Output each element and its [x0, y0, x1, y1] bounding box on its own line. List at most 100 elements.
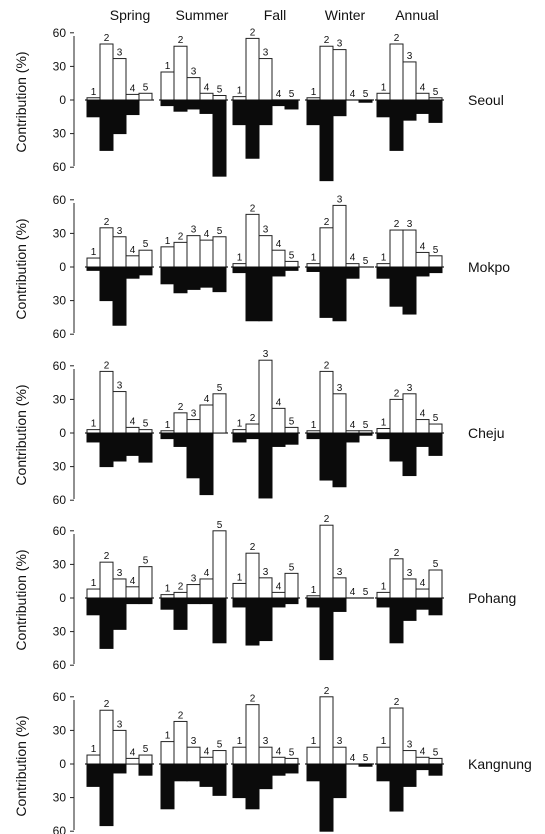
- bar-down-3: [112, 266, 127, 326]
- y-tick-label: 30: [53, 59, 67, 73]
- bar-up-4: [271, 591, 286, 599]
- bar-down-5: [284, 266, 299, 271]
- bar-up-1: [160, 71, 175, 101]
- bar-down-5: [138, 597, 153, 605]
- bar-up-2: [99, 709, 114, 765]
- bar-up-3: [186, 77, 201, 101]
- bar-up-2: [319, 370, 334, 434]
- bar-label-4: 4: [420, 82, 426, 93]
- bar-down-3: [402, 597, 417, 621]
- bar-down-4: [271, 99, 286, 107]
- bar-label-4: 4: [204, 394, 210, 405]
- bar-down-5: [358, 99, 373, 103]
- bar-up-5: [138, 249, 153, 268]
- y-tick-label: 0: [59, 260, 66, 274]
- y-tick-label: 60: [53, 327, 67, 341]
- bar-label-4: 4: [204, 746, 210, 757]
- bar-up-2: [245, 704, 260, 765]
- bar-down-3: [258, 597, 273, 642]
- bar-down-3: [402, 432, 417, 477]
- bar-up-4: [199, 239, 214, 268]
- bar-down-2: [245, 266, 260, 322]
- bar-down-2: [173, 763, 188, 782]
- bar-label-4: 4: [350, 420, 356, 431]
- bar-down-1: [160, 597, 175, 610]
- station-label: Cheju: [468, 425, 505, 441]
- bar-label-5: 5: [143, 419, 149, 430]
- season-group-fall: 1 2 345: [231, 542, 300, 646]
- bar-up-4: [271, 407, 286, 434]
- bar-label-5: 5: [363, 256, 369, 267]
- bar-up-4: [271, 249, 286, 268]
- bar-down-1: [376, 763, 391, 782]
- bar-label-4: 4: [276, 397, 282, 408]
- bar-down-5: [212, 763, 227, 796]
- bar-up-1: [232, 429, 247, 434]
- bar-label-5: 5: [289, 416, 295, 427]
- bar-down-5: [428, 597, 443, 616]
- bar-label-5: 5: [143, 744, 149, 755]
- bar-label-5: 5: [363, 753, 369, 764]
- station-label: Pohang: [468, 590, 516, 606]
- bar-label-3: 3: [191, 409, 197, 420]
- bar-label-3: 3: [337, 736, 343, 747]
- bar-up-4: [199, 578, 214, 599]
- bar-label-1: 1: [237, 419, 243, 430]
- y-axis-label: Contribution (%): [13, 715, 29, 816]
- bar-down-4: [199, 432, 214, 496]
- bar-down-2: [245, 597, 260, 646]
- bar-up-1: [376, 746, 391, 765]
- bar-label-5: 5: [289, 562, 295, 573]
- bar-down-2: [173, 99, 188, 112]
- bar-label-1: 1: [311, 736, 317, 747]
- bar-up-4: [125, 586, 140, 599]
- bar-label-5: 5: [433, 559, 439, 570]
- bar-down-1: [160, 266, 175, 285]
- bar-down-2: [173, 432, 188, 447]
- y-tick-label: 60: [53, 658, 67, 672]
- bar-label-3: 3: [337, 194, 343, 205]
- bar-down-2: [389, 266, 404, 307]
- bar-label-2: 2: [394, 697, 400, 708]
- bar-down-2: [319, 763, 334, 832]
- bar-label-2: 2: [324, 360, 330, 371]
- bar-label-1: 1: [237, 86, 243, 97]
- bar-up-1: [376, 591, 391, 599]
- bar-label-5: 5: [289, 250, 295, 261]
- bar-up-3: [112, 578, 127, 599]
- bar-label-5: 5: [433, 747, 439, 758]
- bar-down-1: [86, 266, 101, 271]
- bar-down-4: [415, 432, 430, 447]
- bar-up-5: [212, 95, 227, 101]
- bar-up-3: [186, 584, 201, 599]
- bar-up-1: [376, 263, 391, 268]
- bar-down-5: [358, 763, 373, 767]
- bar-down-1: [232, 266, 247, 274]
- bar-label-3: 3: [263, 48, 269, 59]
- bar-up-3: [332, 577, 347, 599]
- y-tick-label: 0: [59, 93, 66, 107]
- bar-label-3: 3: [191, 67, 197, 78]
- bar-down-5: [284, 99, 299, 110]
- bar-up-2: [173, 591, 188, 599]
- bar-label-5: 5: [433, 245, 439, 256]
- bar-label-3: 3: [191, 574, 197, 585]
- season-header-annual: Annual: [395, 7, 439, 23]
- bar-up-3: [186, 746, 201, 765]
- bar-down-3: [112, 432, 127, 462]
- bar-label-4: 4: [350, 253, 356, 264]
- bar-label-4: 4: [130, 245, 136, 256]
- bar-up-1: [232, 263, 247, 268]
- bar-label-2: 2: [104, 217, 110, 228]
- bar-up-3: [186, 419, 201, 434]
- y-tick-label: 60: [53, 493, 67, 507]
